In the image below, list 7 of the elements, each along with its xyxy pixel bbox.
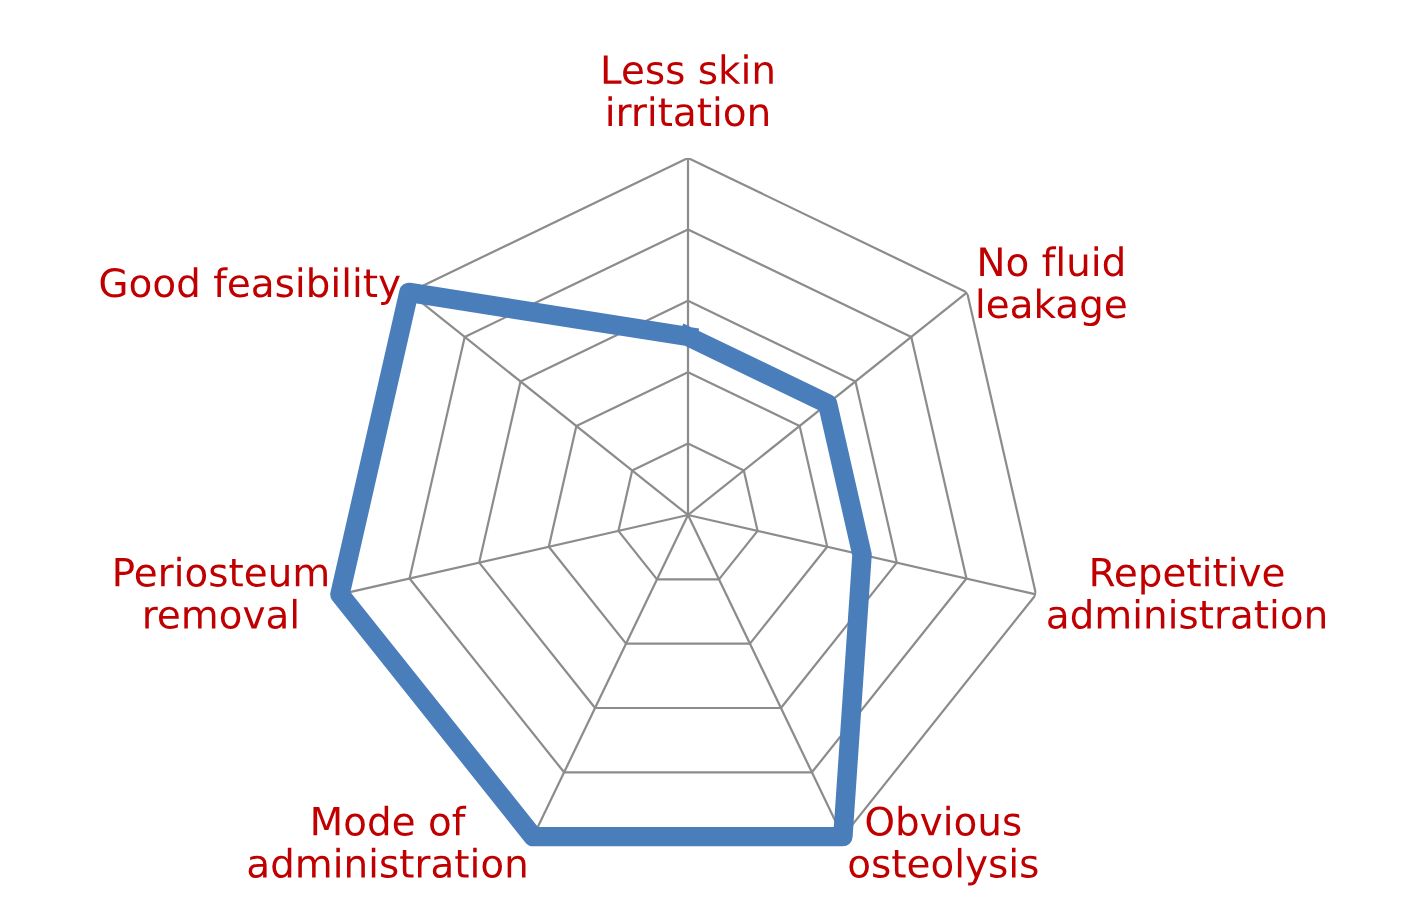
spoke-label: Mode of administration <box>248 805 526 878</box>
spoke-label: Repetitive administration <box>1048 556 1325 629</box>
spoke-label: Good feasibility <box>100 267 400 305</box>
spoke-label: Obvious osteolysis <box>849 805 1038 886</box>
spoke-label: No fluid leakage <box>978 246 1126 327</box>
spoke-label: Less skin irritation <box>603 54 773 127</box>
spoke-label: Periosteum removal <box>115 556 327 629</box>
